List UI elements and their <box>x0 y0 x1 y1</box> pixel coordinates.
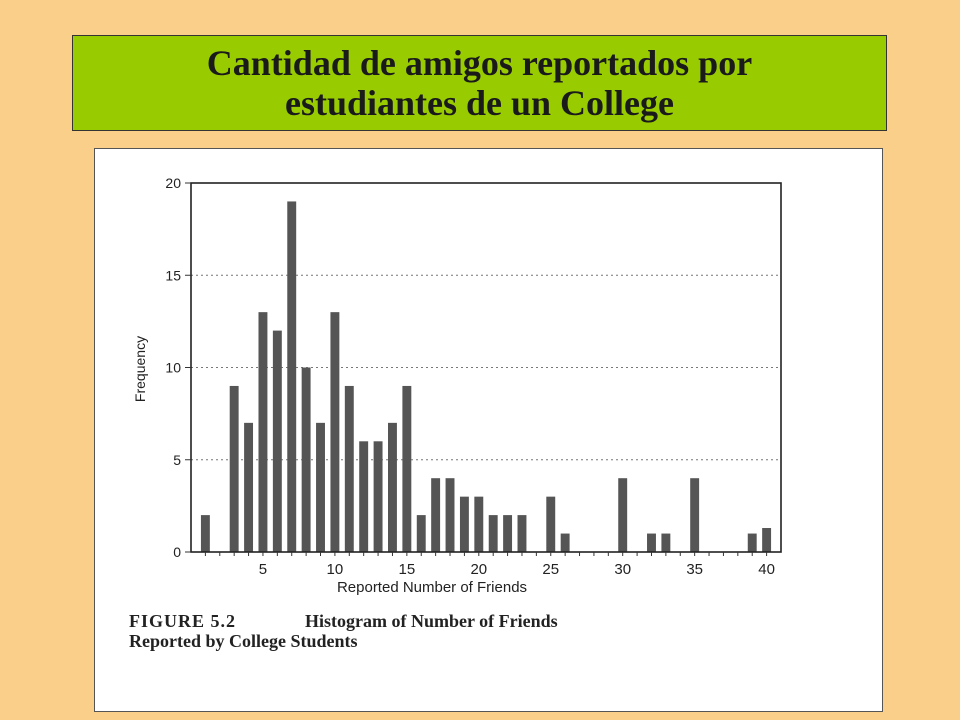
bar-25 <box>546 496 556 552</box>
histogram-chart: 5 10 15 20 25 30 35 40 0 5 10 15 20 Reported Number … <box>132 175 782 596</box>
bar-21 <box>488 515 498 552</box>
bar-3 <box>229 385 239 552</box>
bar-1 <box>200 515 210 552</box>
y-axis-label: Frequency <box>132 336 148 402</box>
y-tick-label-20: 20 <box>165 175 181 191</box>
bar-30 <box>618 478 628 552</box>
bar-33 <box>661 533 671 552</box>
bars <box>200 201 772 552</box>
bar-5 <box>258 312 268 552</box>
bar-35 <box>690 478 700 552</box>
caption-line-2: Reported by College Students <box>129 631 358 651</box>
bar-6 <box>272 330 282 552</box>
bar-19 <box>459 496 469 552</box>
slide-title: Cantidad de amigos reportados por estudi… <box>206 43 753 123</box>
bar-32 <box>647 533 656 552</box>
x-tick-label-40: 40 <box>758 561 775 578</box>
figure-caption: FIGURE 5.2 Histogram of Number of Friends… <box>129 611 749 651</box>
bar-17 <box>431 478 441 552</box>
bar-12 <box>359 441 369 552</box>
bar-14 <box>388 422 397 552</box>
bar-22 <box>503 515 513 552</box>
bar-11 <box>344 385 354 552</box>
bar-23 <box>517 515 527 552</box>
y-tick-label-15: 15 <box>165 267 181 283</box>
bar-18 <box>445 478 455 552</box>
x-tick-label-35: 35 <box>686 561 703 578</box>
bar-26 <box>560 533 570 552</box>
bar-40 <box>762 528 772 552</box>
x-tick-label-10: 10 <box>327 561 344 578</box>
bar-8 <box>301 367 311 552</box>
gridlines <box>191 274 781 461</box>
bar-39 <box>747 533 757 552</box>
caption-line-1: Histogram of Number of Friends <box>305 611 558 631</box>
title-banner: Cantidad de amigos reportados por estudi… <box>72 35 887 131</box>
bar-13 <box>373 441 383 552</box>
bar-4 <box>244 422 254 552</box>
bar-16 <box>416 515 426 552</box>
x-axis-label: Reported Number of Friends <box>337 579 527 596</box>
bar-10 <box>330 312 340 552</box>
y-tick-label-0: 0 <box>173 544 181 560</box>
x-tick-label-25: 25 <box>542 561 559 578</box>
y-tick-label-10: 10 <box>165 360 181 376</box>
figure-number: FIGURE 5.2 <box>129 611 237 631</box>
figure-panel: 5 10 15 20 25 30 35 40 0 5 10 15 20 Reported Number … <box>94 148 883 712</box>
x-tick-label-30: 30 <box>614 561 631 578</box>
bar-15 <box>402 385 412 552</box>
x-tick-label-20: 20 <box>470 561 487 578</box>
bar-20 <box>474 496 484 552</box>
y-tick-label-5: 5 <box>173 452 181 468</box>
bar-9 <box>316 422 325 552</box>
ticks: 5 10 15 20 25 30 35 40 0 5 10 15 20 <box>165 175 775 578</box>
x-tick-label-15: 15 <box>399 561 416 578</box>
bar-7 <box>287 201 297 552</box>
x-tick-label-5: 5 <box>259 561 267 578</box>
